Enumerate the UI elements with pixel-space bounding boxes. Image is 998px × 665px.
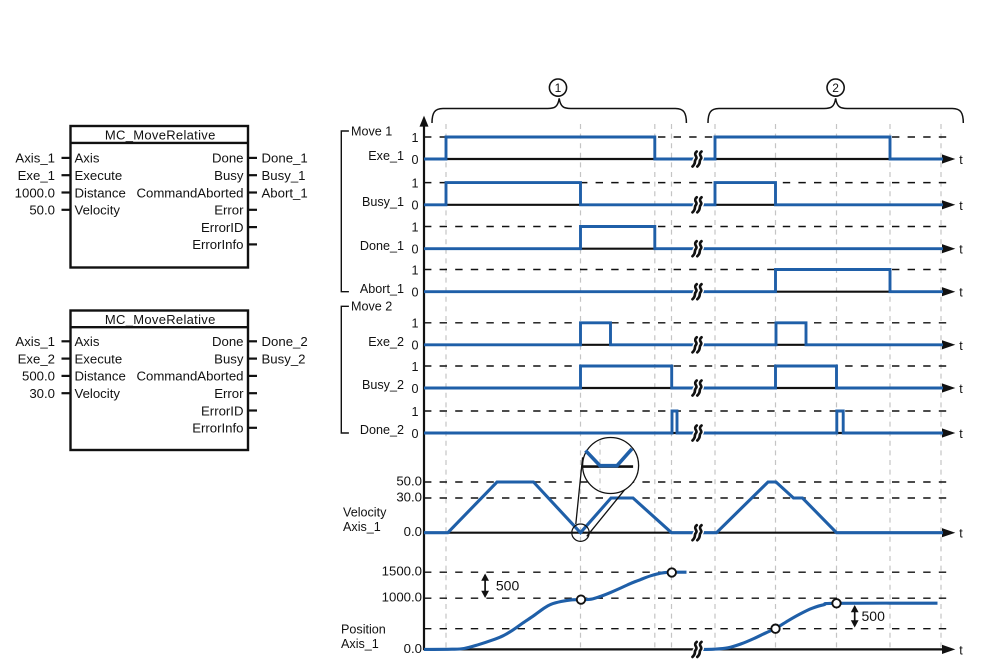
svg-text:1: 1 — [411, 176, 418, 190]
svg-text:t: t — [959, 286, 963, 300]
svg-text:1: 1 — [411, 317, 418, 331]
svg-text:Done_1: Done_1 — [360, 239, 404, 253]
svg-text:Busy: Busy — [214, 168, 244, 183]
svg-text:2: 2 — [832, 81, 839, 95]
svg-text:Velocity: Velocity — [343, 506, 387, 520]
svg-text:CommandAborted: CommandAborted — [136, 185, 243, 200]
svg-text:ErrorInfo: ErrorInfo — [192, 237, 243, 252]
svg-text:0: 0 — [411, 243, 418, 257]
svg-text:1: 1 — [411, 220, 418, 234]
svg-text:Exe_1: Exe_1 — [368, 149, 404, 163]
svg-text:t: t — [959, 339, 963, 353]
svg-text:50.0: 50.0 — [396, 473, 422, 488]
svg-text:Velocity: Velocity — [75, 203, 121, 218]
svg-text:Busy_2: Busy_2 — [262, 351, 306, 366]
svg-text:Exe_1: Exe_1 — [18, 168, 55, 183]
svg-text:Done: Done — [212, 334, 244, 349]
svg-text:ErrorID: ErrorID — [201, 220, 244, 235]
svg-text:ErrorID: ErrorID — [201, 403, 244, 418]
svg-text:Busy_1: Busy_1 — [262, 168, 306, 183]
svg-text:CommandAborted: CommandAborted — [136, 369, 243, 384]
svg-text:1: 1 — [411, 263, 418, 277]
svg-text:30.0: 30.0 — [396, 489, 422, 504]
svg-text:t: t — [959, 643, 963, 657]
svg-text:Distance: Distance — [75, 185, 126, 200]
svg-text:t: t — [959, 243, 963, 257]
svg-text:500.0: 500.0 — [22, 369, 55, 384]
svg-text:1: 1 — [411, 131, 418, 145]
svg-text:Exe_2: Exe_2 — [368, 335, 404, 349]
svg-text:1: 1 — [411, 405, 418, 419]
svg-text:Error: Error — [214, 203, 244, 218]
svg-text:Axis_1: Axis_1 — [343, 520, 381, 534]
svg-text:Done_2: Done_2 — [360, 423, 404, 437]
svg-text:Position: Position — [341, 622, 386, 636]
svg-text:0: 0 — [411, 199, 418, 213]
svg-text:500: 500 — [862, 608, 886, 624]
svg-text:0: 0 — [411, 153, 418, 167]
svg-text:500: 500 — [496, 578, 520, 594]
svg-text:0: 0 — [411, 382, 418, 396]
svg-text:t: t — [959, 427, 963, 441]
svg-text:Exe_2: Exe_2 — [18, 351, 55, 366]
svg-text:0: 0 — [411, 286, 418, 300]
svg-text:ErrorInfo: ErrorInfo — [192, 421, 243, 436]
svg-text:Done: Done — [212, 151, 244, 166]
svg-text:t: t — [959, 382, 963, 396]
svg-text:Error: Error — [214, 386, 244, 401]
svg-text:t: t — [959, 199, 963, 213]
svg-text:Axis: Axis — [75, 151, 100, 166]
svg-text:Busy_1: Busy_1 — [362, 195, 404, 209]
svg-text:MC_MoveRelative: MC_MoveRelative — [105, 312, 216, 327]
svg-text:Axis_1: Axis_1 — [15, 151, 55, 166]
svg-text:Done_1: Done_1 — [262, 151, 308, 166]
svg-text:Busy: Busy — [214, 351, 244, 366]
svg-text:0: 0 — [411, 427, 418, 441]
svg-text:Axis_1: Axis_1 — [15, 334, 55, 349]
svg-text:1: 1 — [555, 81, 562, 95]
svg-text:MC_MoveRelative: MC_MoveRelative — [105, 127, 216, 142]
svg-text:t: t — [959, 153, 963, 167]
svg-text:Execute: Execute — [75, 351, 123, 366]
svg-text:Velocity: Velocity — [75, 386, 121, 401]
svg-text:1500.0: 1500.0 — [382, 564, 422, 579]
svg-text:Axis_1: Axis_1 — [341, 637, 379, 651]
svg-text:Busy_2: Busy_2 — [362, 378, 404, 392]
svg-text:Abort_1: Abort_1 — [262, 185, 308, 200]
svg-text:t: t — [959, 527, 963, 541]
svg-text:Done_2: Done_2 — [262, 334, 308, 349]
svg-text:Execute: Execute — [75, 168, 123, 183]
svg-text:1000.0: 1000.0 — [382, 590, 422, 605]
svg-text:Abort_1: Abort_1 — [360, 282, 404, 296]
svg-text:0: 0 — [411, 339, 418, 353]
svg-text:Move 1: Move 1 — [351, 124, 392, 138]
svg-text:Distance: Distance — [75, 369, 126, 384]
svg-text:1: 1 — [411, 360, 418, 374]
svg-text:0.0: 0.0 — [404, 524, 422, 539]
svg-text:Move 2: Move 2 — [351, 300, 392, 314]
svg-text:Axis: Axis — [75, 334, 100, 349]
svg-text:50.0: 50.0 — [29, 203, 55, 218]
svg-text:0.0: 0.0 — [404, 641, 422, 656]
svg-text:30.0: 30.0 — [29, 386, 55, 401]
svg-text:1000.0: 1000.0 — [15, 185, 55, 200]
